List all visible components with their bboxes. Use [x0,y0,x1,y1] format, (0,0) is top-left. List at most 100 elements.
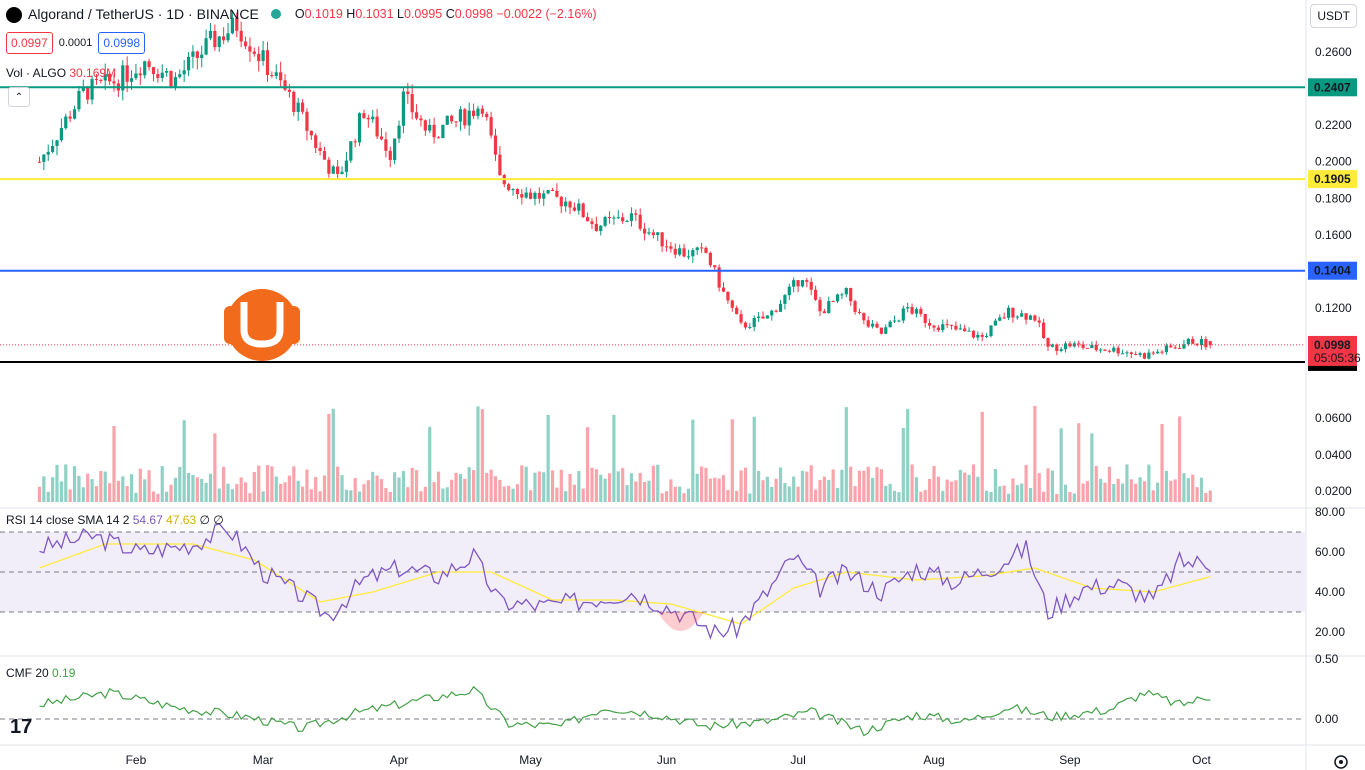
candle-body [213,30,217,48]
volume-bar [94,486,99,502]
volume-bar [1160,424,1164,502]
candle-body [414,112,419,119]
volume-bar [1120,483,1125,502]
buy-price-button[interactable]: 0.0998 [98,32,146,54]
candle-body [349,141,353,161]
candle-body [322,150,327,160]
volume-bar [200,478,204,502]
level-price-label: 0.1404 [1314,264,1351,278]
candle-body [919,309,923,314]
candle-body [717,267,721,288]
volume-bar [208,473,213,502]
candle-body [726,291,730,301]
volume-bar [134,492,138,502]
sell-price-button[interactable]: 0.0997 [6,32,53,54]
candle-body [252,51,256,54]
volume-bar [235,484,239,502]
candle-body [230,17,235,34]
candle-body [928,322,932,326]
settings-gear-icon[interactable] [1334,755,1348,769]
candle-body [401,91,406,126]
candle-body [871,323,875,327]
candle-body [458,109,463,122]
candle-body [954,325,958,330]
time-tick-label: Feb [126,753,147,767]
candle-body [800,280,805,287]
candle-body [125,65,129,82]
candle-body [165,71,169,73]
last-price-label: 0.0998 [1314,338,1351,352]
volume-bar [300,486,305,502]
volume-bar [81,487,85,502]
collapse-legend-button[interactable]: ⌃ [8,87,30,107]
candle-body [222,36,226,41]
volume-bar [778,467,783,502]
candle-body [191,51,195,57]
brand-logo-icon [224,289,300,361]
candle-body [379,136,384,140]
candle-body [914,309,919,314]
candle-body [296,102,300,112]
volume-bar [1024,464,1028,502]
volume-bar [844,407,848,502]
volume-bar [406,487,410,502]
candle-body [1077,343,1081,345]
candle-body [1120,353,1125,355]
rsi-value: 54.67 [132,513,163,527]
candle-body [1169,345,1173,348]
candle-body [1059,349,1063,351]
candle-body [397,125,401,139]
volume-bar [713,477,717,502]
candle-body [599,225,603,232]
candle-body [270,75,274,77]
rsi-extra-2: ∅ [213,513,224,527]
volume-bar [783,482,787,502]
candle-body [257,53,261,61]
candle-body [743,322,748,328]
candle-body [1177,347,1182,349]
volume-bar [656,464,660,502]
volume-bar [730,419,734,502]
level-price-label: 0.1905 [1314,172,1351,186]
volume-bar [59,481,63,502]
candle-body [81,86,85,91]
volume-bar [901,427,905,502]
candle-body [682,248,686,257]
volume-bar [441,488,445,502]
volume-bar [222,466,226,502]
volume-bar [853,486,857,502]
volume-bar [708,478,712,502]
candle-body [42,154,46,162]
volume-bar [805,471,809,502]
volume-bar [787,486,791,502]
volume-bar [897,492,901,502]
volume-bar [892,490,897,502]
volume-bar [607,473,612,502]
volume-bar [173,477,177,502]
candle-body [621,217,625,222]
symbol-title[interactable]: Algorand / TetherUS · 1D · BINANCE [28,6,259,22]
volume-bar [336,466,340,502]
volume-bar [436,471,441,502]
level-price-label: 0.2407 [1314,80,1351,94]
candle-body [68,116,72,119]
candle-body [796,280,800,287]
level-price-tag [1308,78,1357,97]
candle-body [892,320,897,322]
volume-bar [195,477,199,502]
volume-bar [989,492,993,502]
volume-bar [243,482,248,502]
volume-bar [64,464,68,502]
volume-bar [283,482,287,502]
ohlc-values: O0.1019 H0.1031 L0.0995 C0.0998 −0.0022 … [294,7,597,21]
volume-bar [1103,482,1107,502]
volume-bar [344,489,349,502]
candle-body [498,154,502,176]
candle-body [985,336,989,338]
currency-button[interactable]: USDT [1310,4,1357,28]
logo-glyph [240,302,284,348]
volume-bar [357,491,362,502]
candle-body [998,317,1002,321]
volume-bar [827,480,831,502]
